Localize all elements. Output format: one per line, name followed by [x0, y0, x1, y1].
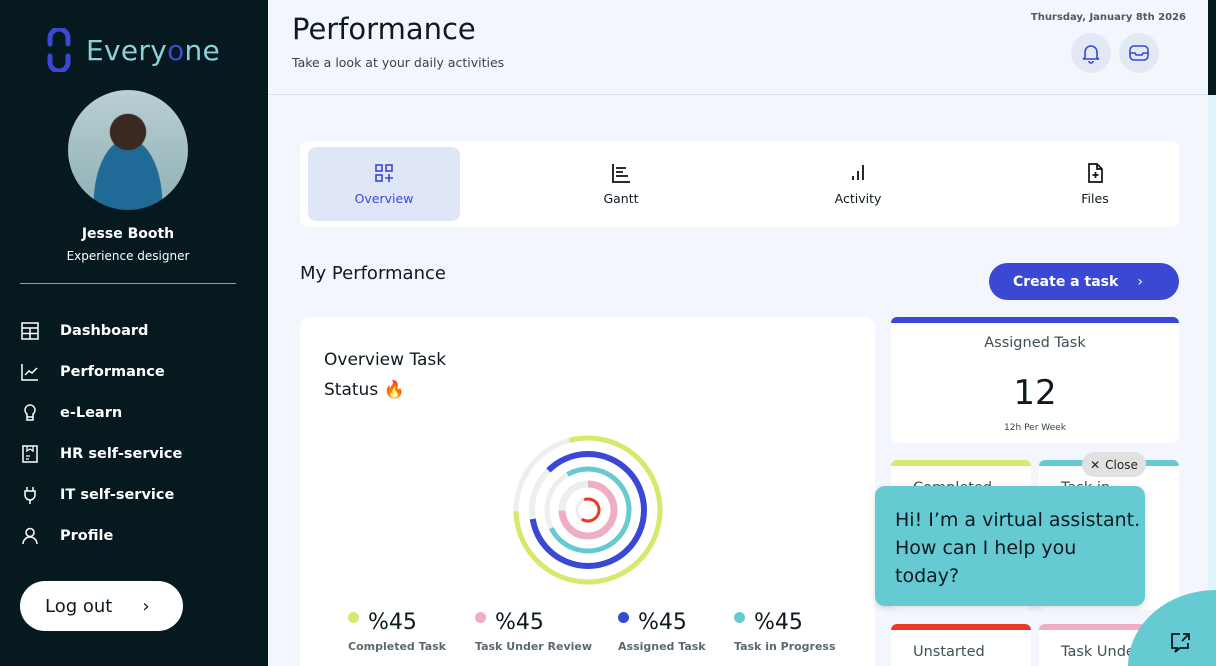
ring-task-under-review	[558, 480, 618, 540]
legend-value: %45	[638, 610, 687, 635]
sidebar-item-profile[interactable]: Profile	[20, 524, 113, 548]
scrollbar[interactable]	[1208, 95, 1216, 666]
card-accent-bar	[891, 317, 1179, 323]
stat-card-unstarted[interactable]: Unstarted	[891, 624, 1031, 666]
chart-line-icon	[21, 364, 38, 381]
sidebar: Everyone Jesse Booth Experience designer…	[0, 0, 268, 666]
chart-title: Overview Task Status 🔥	[324, 350, 447, 400]
avatar[interactable]	[68, 90, 188, 210]
logo-icon	[47, 28, 71, 72]
tab-files[interactable]: Files	[1019, 147, 1171, 221]
tab-overview[interactable]: Overview	[308, 147, 460, 221]
overview-task-status-card: Overview Task Status 🔥 %45 Completed Task%…	[300, 317, 875, 666]
legend-label: Completed Task	[348, 640, 446, 653]
chevron-right-icon: ›	[142, 595, 150, 617]
legend-label: Task Under Review	[475, 640, 593, 653]
file-plus-icon	[1088, 163, 1103, 183]
assigned-count: 12	[1013, 373, 1057, 413]
legend-label: Assigned Task	[618, 640, 706, 653]
tab-activity[interactable]: Activity	[782, 147, 934, 221]
grid-plus-icon	[375, 164, 393, 182]
divider	[20, 283, 236, 284]
user-role: Experience designer	[66, 249, 190, 263]
logout-button[interactable]: Log out ›	[20, 581, 183, 631]
legend-dot	[348, 612, 359, 623]
legend-value: %45	[368, 610, 417, 635]
ring-assigned-task	[529, 451, 647, 569]
legend-dot	[734, 612, 745, 623]
card-accent-bar	[1039, 624, 1179, 630]
tab-gantt[interactable]: Gantt	[545, 147, 697, 221]
close-icon: ✕	[1090, 457, 1101, 472]
bell-icon	[1082, 45, 1100, 64]
sidebar-item-performance[interactable]: Performance	[20, 360, 165, 384]
lightbulb-icon	[24, 404, 36, 421]
radial-chart	[513, 435, 663, 585]
date-label: Thursday, January 8th 2026	[1030, 12, 1186, 23]
table-icon	[21, 322, 39, 340]
ring-unstarted	[575, 497, 601, 523]
create-task-button[interactable]: Create a task ›	[989, 263, 1179, 300]
inbox-icon	[1129, 45, 1149, 61]
gantt-icon	[612, 164, 630, 183]
sidebar-item-elearn[interactable]: e-Learn	[20, 401, 122, 425]
clipboard-icon	[22, 445, 38, 463]
page-subtitle: Take a look at your daily activities	[292, 55, 505, 70]
sidebar-item-dashboard[interactable]: Dashboard	[20, 319, 148, 343]
logo-text: Everyone	[86, 33, 221, 67]
header: Performance Take a look at your daily ac…	[268, 0, 1208, 95]
legend-value: %45	[754, 610, 803, 635]
ring-task-in-progress	[544, 466, 632, 554]
assigned-task-card[interactable]: Assigned Task 12 12h Per Week	[891, 317, 1179, 443]
signal-bars-icon	[852, 165, 864, 180]
legend-label: Task in Progress	[734, 640, 836, 653]
chevron-right-icon: ›	[1137, 273, 1143, 290]
notifications-button[interactable]	[1071, 33, 1111, 73]
logo[interactable]: Everyone	[46, 28, 220, 72]
legend-value: %45	[495, 610, 544, 635]
user-icon	[22, 527, 38, 545]
tab-bar: Overview Gantt Activity Files	[300, 141, 1179, 227]
legend-dot	[475, 612, 486, 623]
page-title: Performance	[292, 12, 476, 46]
section-title: My Performance	[300, 263, 446, 284]
chat-share-icon	[1171, 633, 1190, 653]
legend-dot	[618, 612, 629, 623]
sidebar-item-hr-self-service[interactable]: HR self-service	[20, 442, 182, 466]
card-accent-bar	[891, 460, 1031, 466]
inbox-button[interactable]	[1119, 33, 1159, 73]
user-name: Jesse Booth	[81, 226, 175, 242]
close-assistant-button[interactable]: ✕ Close	[1082, 452, 1146, 477]
assistant-message: Hi! I’m a virtual assistant. How can I h…	[875, 486, 1145, 606]
card-accent-bar	[891, 624, 1031, 630]
sidebar-item-it-self-service[interactable]: IT self-service	[20, 483, 174, 507]
window-edge	[1208, 0, 1216, 95]
plug-icon	[24, 487, 36, 504]
ring-completed-task	[513, 435, 663, 585]
